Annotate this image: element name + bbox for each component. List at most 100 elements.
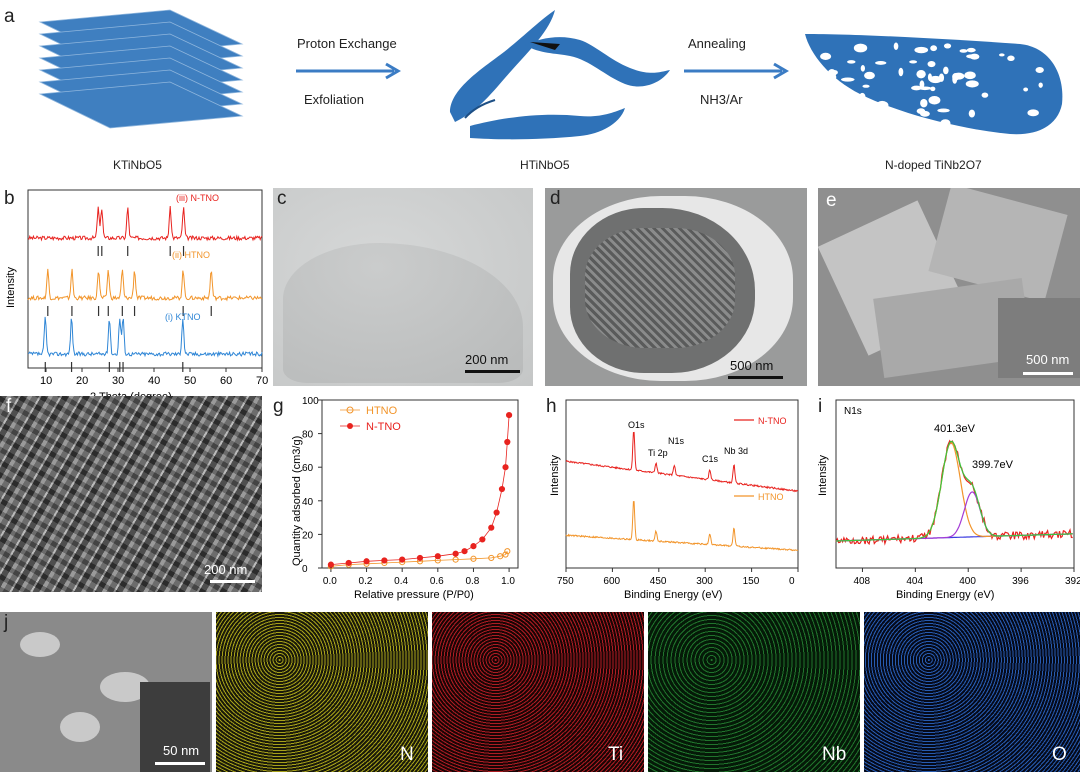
n1s-xlabel: Binding Energy (eV)	[896, 589, 994, 601]
xrd-label-ktno: (i) KTNO	[165, 312, 201, 322]
panel-j-scale-text: 50 nm	[163, 743, 200, 758]
xps-xtick-label: 300	[696, 576, 713, 587]
step2-bottom-text: NH3/Ar	[700, 92, 743, 107]
sheet-pore	[965, 80, 979, 88]
n1s-xtick-label: 400	[959, 576, 976, 587]
bet-xtick-label: 0.2	[359, 576, 373, 587]
sheet-pore	[940, 119, 951, 128]
xrd-xtick-label: 40	[148, 375, 160, 387]
bet-xtick-label: 0.0	[323, 576, 337, 587]
ktinbo5-stacked-layers	[38, 9, 244, 129]
sheet-pore	[959, 49, 968, 53]
bet-ytick-label: 60	[302, 463, 314, 474]
sheet-pore	[840, 77, 855, 82]
bet-point	[505, 412, 513, 419]
n1s-ylabel: Intensity	[817, 455, 829, 496]
sheet-pore	[937, 108, 950, 113]
xrd-label-htno: (ii) HTNO	[172, 250, 210, 260]
panel-d-scalebar	[728, 376, 783, 379]
xps-survey-chart: O1s Ti 2p N1s C1s Nb 3d N-TNO HTNO Inten…	[549, 399, 799, 601]
panel-c-tem-image	[273, 188, 533, 386]
n1s-xtick-label: 404	[906, 576, 923, 587]
sheet-pore	[827, 69, 837, 78]
sheet-pore	[966, 47, 976, 53]
n1s-xtick-label: 392	[1065, 576, 1080, 587]
panel-c-scalebar	[465, 370, 520, 373]
bet-point	[498, 485, 506, 493]
panel-f-label: f	[6, 396, 12, 417]
bet-point	[434, 553, 441, 560]
material-label-1: KTiNbO5	[113, 158, 162, 172]
panel-j-label: j	[4, 612, 9, 633]
panel-d-label: d	[550, 188, 561, 209]
bet-ytick-label: 20	[302, 530, 314, 541]
bet-point	[327, 561, 335, 568]
bet-isotherm-chart: 0 20 40 60 80 100 0.0 0.2 0.4 0.6 0.8 1.0 HTNO N-TN…	[291, 396, 519, 601]
step1-bottom-text: Exfoliation	[304, 92, 364, 107]
n1s-peak2-line	[836, 491, 1073, 542]
sheet-pore	[981, 92, 989, 98]
xrd-xtick-label: 70	[256, 375, 268, 387]
panel-j-scalebar	[155, 762, 205, 765]
panel-e-sem-image	[818, 188, 1080, 386]
n1s-xtick-label: 408	[853, 576, 870, 587]
sheet-pore	[875, 100, 889, 110]
xps-legend-ntno: N-TNO	[758, 416, 787, 426]
xrd-xtick-label: 30	[112, 375, 124, 387]
panel-d-scale-text: 500 nm	[730, 358, 774, 373]
bet-point	[504, 438, 511, 446]
bet-point	[345, 559, 352, 567]
sheet-pore	[879, 117, 884, 124]
step1-top-text: Proton Exchange	[297, 36, 397, 51]
sheet-pore	[854, 120, 864, 126]
sheet-pore	[860, 65, 866, 72]
xrd-label-ntno: (iii) N-TNO	[176, 193, 219, 203]
sheet-pore	[966, 54, 977, 59]
panel-c-scale-text: 200 nm	[465, 352, 509, 367]
htinbo5-nanosheets	[450, 10, 670, 140]
sheet-pore	[1023, 87, 1029, 92]
xps-peak-c1s: C1s	[702, 454, 719, 464]
bet-point	[452, 556, 459, 563]
legend-ntno-text: N-TNO	[366, 421, 401, 433]
sheet-pore	[1038, 82, 1043, 88]
xps-ylabel: Intensity	[549, 455, 561, 496]
xps-peak-nb3d: Nb 3d	[724, 446, 748, 456]
bet-point	[504, 548, 511, 555]
xps-legend-htno: HTNO	[758, 492, 784, 502]
xps-peak-n1s: N1s	[668, 436, 685, 446]
xps-n1s-chart: N1s 401.3eV 399.7eV Intensity 408 404 400 3…	[817, 399, 1080, 601]
sheet-pore	[952, 74, 958, 84]
sheet-pore	[885, 113, 896, 120]
sheet-pore	[870, 112, 880, 117]
step2-top-text: Annealing	[688, 36, 746, 51]
bet-ytick-label: 40	[302, 497, 314, 508]
sheet-pore	[842, 105, 856, 110]
n1s-xtick-label: 396	[1012, 576, 1029, 587]
bet-point	[461, 548, 468, 555]
sheet-pore	[847, 60, 856, 64]
xps-xtick-label: 750	[557, 576, 574, 587]
bet-point	[493, 509, 500, 516]
bet-point	[470, 543, 477, 550]
sheet-pore	[909, 60, 918, 64]
eds-map-nb	[648, 612, 860, 772]
sheet-pore	[930, 86, 936, 92]
bet-xtick-label: 1.0	[501, 576, 515, 587]
sheet-pore	[920, 110, 930, 117]
xrd-xtick-label: 10	[40, 375, 52, 387]
bet-ytick-label: 0	[302, 564, 308, 575]
xps-xtick-label: 150	[743, 576, 760, 587]
n1s-peak1-line	[836, 441, 1073, 542]
panel-f-sem-image	[0, 396, 262, 592]
sheet-pore	[835, 112, 841, 117]
sheet-pore	[859, 92, 866, 101]
sheet-pore	[919, 118, 932, 125]
xrd-series-line	[27, 268, 263, 302]
sheet-pore	[864, 71, 875, 80]
xps-xlabel: Binding Energy (eV)	[624, 589, 722, 601]
bet-point	[502, 464, 509, 471]
panel-f-scalebar	[210, 580, 255, 583]
sheet-pore	[911, 85, 922, 91]
n1s-peak-401: 401.3eV	[934, 423, 976, 435]
